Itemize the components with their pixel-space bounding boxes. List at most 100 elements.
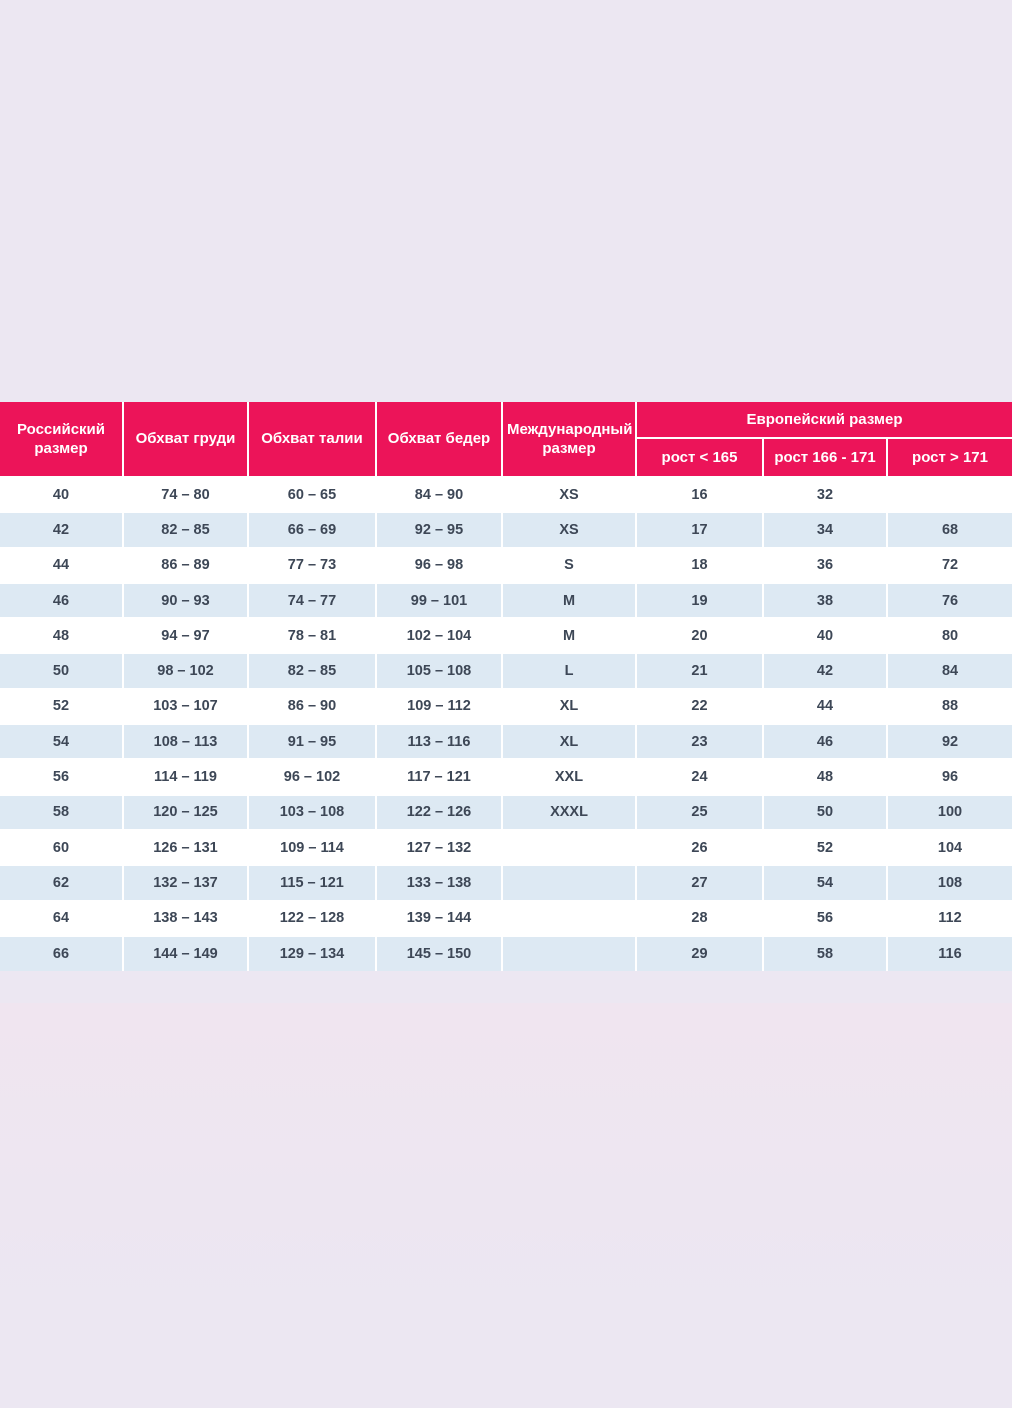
table-cell: 40 [762,617,888,655]
table-cell: 82 – 85 [247,652,377,690]
table-cell: 132 – 137 [122,864,249,902]
table-cell: 96 [885,758,1012,796]
table-cell: 24 [635,758,764,796]
table-cell: 20 [635,617,764,655]
table-cell: 68 [885,511,1012,549]
table-cell: 72 [885,546,1012,584]
table-cell: 32 [762,475,888,514]
table-cell [501,934,637,973]
header-russian-size: Российский размер [0,401,124,478]
table-cell: 66 [0,934,124,973]
table-cell: 108 – 113 [122,723,249,761]
table-cell: 62 [0,864,124,902]
table-cell: 122 – 126 [375,793,503,831]
table-cell: L [501,652,637,690]
table-cell: 127 – 132 [375,828,503,867]
table-cell: 77 – 73 [247,546,377,584]
table-cell: 58 [762,934,888,973]
table-cell: 42 [0,511,124,549]
table-cell: 103 – 107 [122,687,249,726]
table-cell: XS [501,511,637,549]
table-cell: 112 [885,899,1012,937]
table-cell: 25 [635,793,764,831]
table-cell: 50 [0,652,124,690]
table-cell: 46 [762,723,888,761]
table-cell: 56 [762,899,888,937]
table-cell [885,475,1012,514]
table-cell: 104 [885,828,1012,867]
table-cell: 138 – 143 [122,899,249,937]
table-cell: 90 – 93 [122,581,249,620]
table-cell: 38 [762,581,888,620]
table-cell: 28 [635,899,764,937]
table-body: 40 74 – 80 60 – 65 84 – 90 XS 16 32 42 82 – 85 66… [0,475,1012,973]
table-cell: 36 [762,546,888,584]
header-hips: Обхват бедер [375,401,503,478]
table-cell: XL [501,723,637,761]
table-cell: 78 – 81 [247,617,377,655]
table-cell: 80 [885,617,1012,655]
table-cell: 116 [885,934,1012,973]
table-cell: S [501,546,637,584]
table-cell: 109 – 112 [375,687,503,726]
table-cell: 76 [885,581,1012,620]
table-cell: 133 – 138 [375,864,503,902]
table-cell: 27 [635,864,764,902]
header-chest: Обхват груди [122,401,249,478]
table-cell: 29 [635,934,764,973]
table-cell: 86 – 89 [122,546,249,584]
table-header: Российский размер Обхват груди Обхват та… [0,401,1012,478]
table-row: 66 144 – 149 129 – 134 145 – 150 29 58 116 [0,934,1012,973]
table-cell [501,828,637,867]
table-cell: 120 – 125 [122,793,249,831]
table-row: 42 82 – 85 66 – 69 92 – 95 XS 17 34 68 [0,511,1012,549]
table-cell: 60 [0,828,124,867]
table-cell: 94 – 97 [122,617,249,655]
table-cell: 99 – 101 [375,581,503,620]
table-cell [501,899,637,937]
table-cell: 103 – 108 [247,793,377,831]
table-cell: 129 – 134 [247,934,377,973]
table-row: 46 90 – 93 74 – 77 99 – 101 M 19 38 76 [0,581,1012,620]
background-tint-band [0,1003,1012,1323]
table-cell: 34 [762,511,888,549]
table-cell: XL [501,687,637,726]
table-cell: XXL [501,758,637,796]
table-cell: M [501,617,637,655]
header-waist: Обхват талии [247,401,377,478]
table-cell: 40 [0,475,124,514]
table-cell: 145 – 150 [375,934,503,973]
table-cell: 122 – 128 [247,899,377,937]
header-row-sub: рост < 165 рост 166 - 171 рост > 171 [0,437,1012,478]
table-cell: 102 – 104 [375,617,503,655]
table-cell: 44 [762,687,888,726]
table-cell: 44 [0,546,124,584]
table-row: 40 74 – 80 60 – 65 84 – 90 XS 16 32 [0,475,1012,514]
table-cell: 84 – 90 [375,475,503,514]
table-cell: 105 – 108 [375,652,503,690]
header-international-size: Международный размер [501,401,637,478]
table-cell: 91 – 95 [247,723,377,761]
table-cell [501,864,637,902]
table-cell: 64 [0,899,124,937]
table-cell: 115 – 121 [247,864,377,902]
table-cell: 100 [885,793,1012,831]
table-row: 50 98 – 102 82 – 85 105 – 108 L 21 42 84 [0,652,1012,690]
table-cell: XXXL [501,793,637,831]
table-cell: 96 – 102 [247,758,377,796]
table-cell: 126 – 131 [122,828,249,867]
table-cell: 56 [0,758,124,796]
table-cell: 139 – 144 [375,899,503,937]
table-cell: 92 – 95 [375,511,503,549]
table-row: 56 114 – 119 96 – 102 117 – 121 XXL 24 48 96 [0,758,1012,796]
table-cell: 18 [635,546,764,584]
table-cell: 50 [762,793,888,831]
header-height-166-171: рост 166 - 171 [762,437,888,478]
table-cell: 54 [762,864,888,902]
table-cell: 21 [635,652,764,690]
table-row: 44 86 – 89 77 – 73 96 – 98 S 18 36 72 [0,546,1012,584]
size-chart-table: Российский размер Обхват груди Обхват та… [0,401,1012,973]
table-cell: 144 – 149 [122,934,249,973]
header-european-size-group: Европейский размер [634,401,1012,439]
